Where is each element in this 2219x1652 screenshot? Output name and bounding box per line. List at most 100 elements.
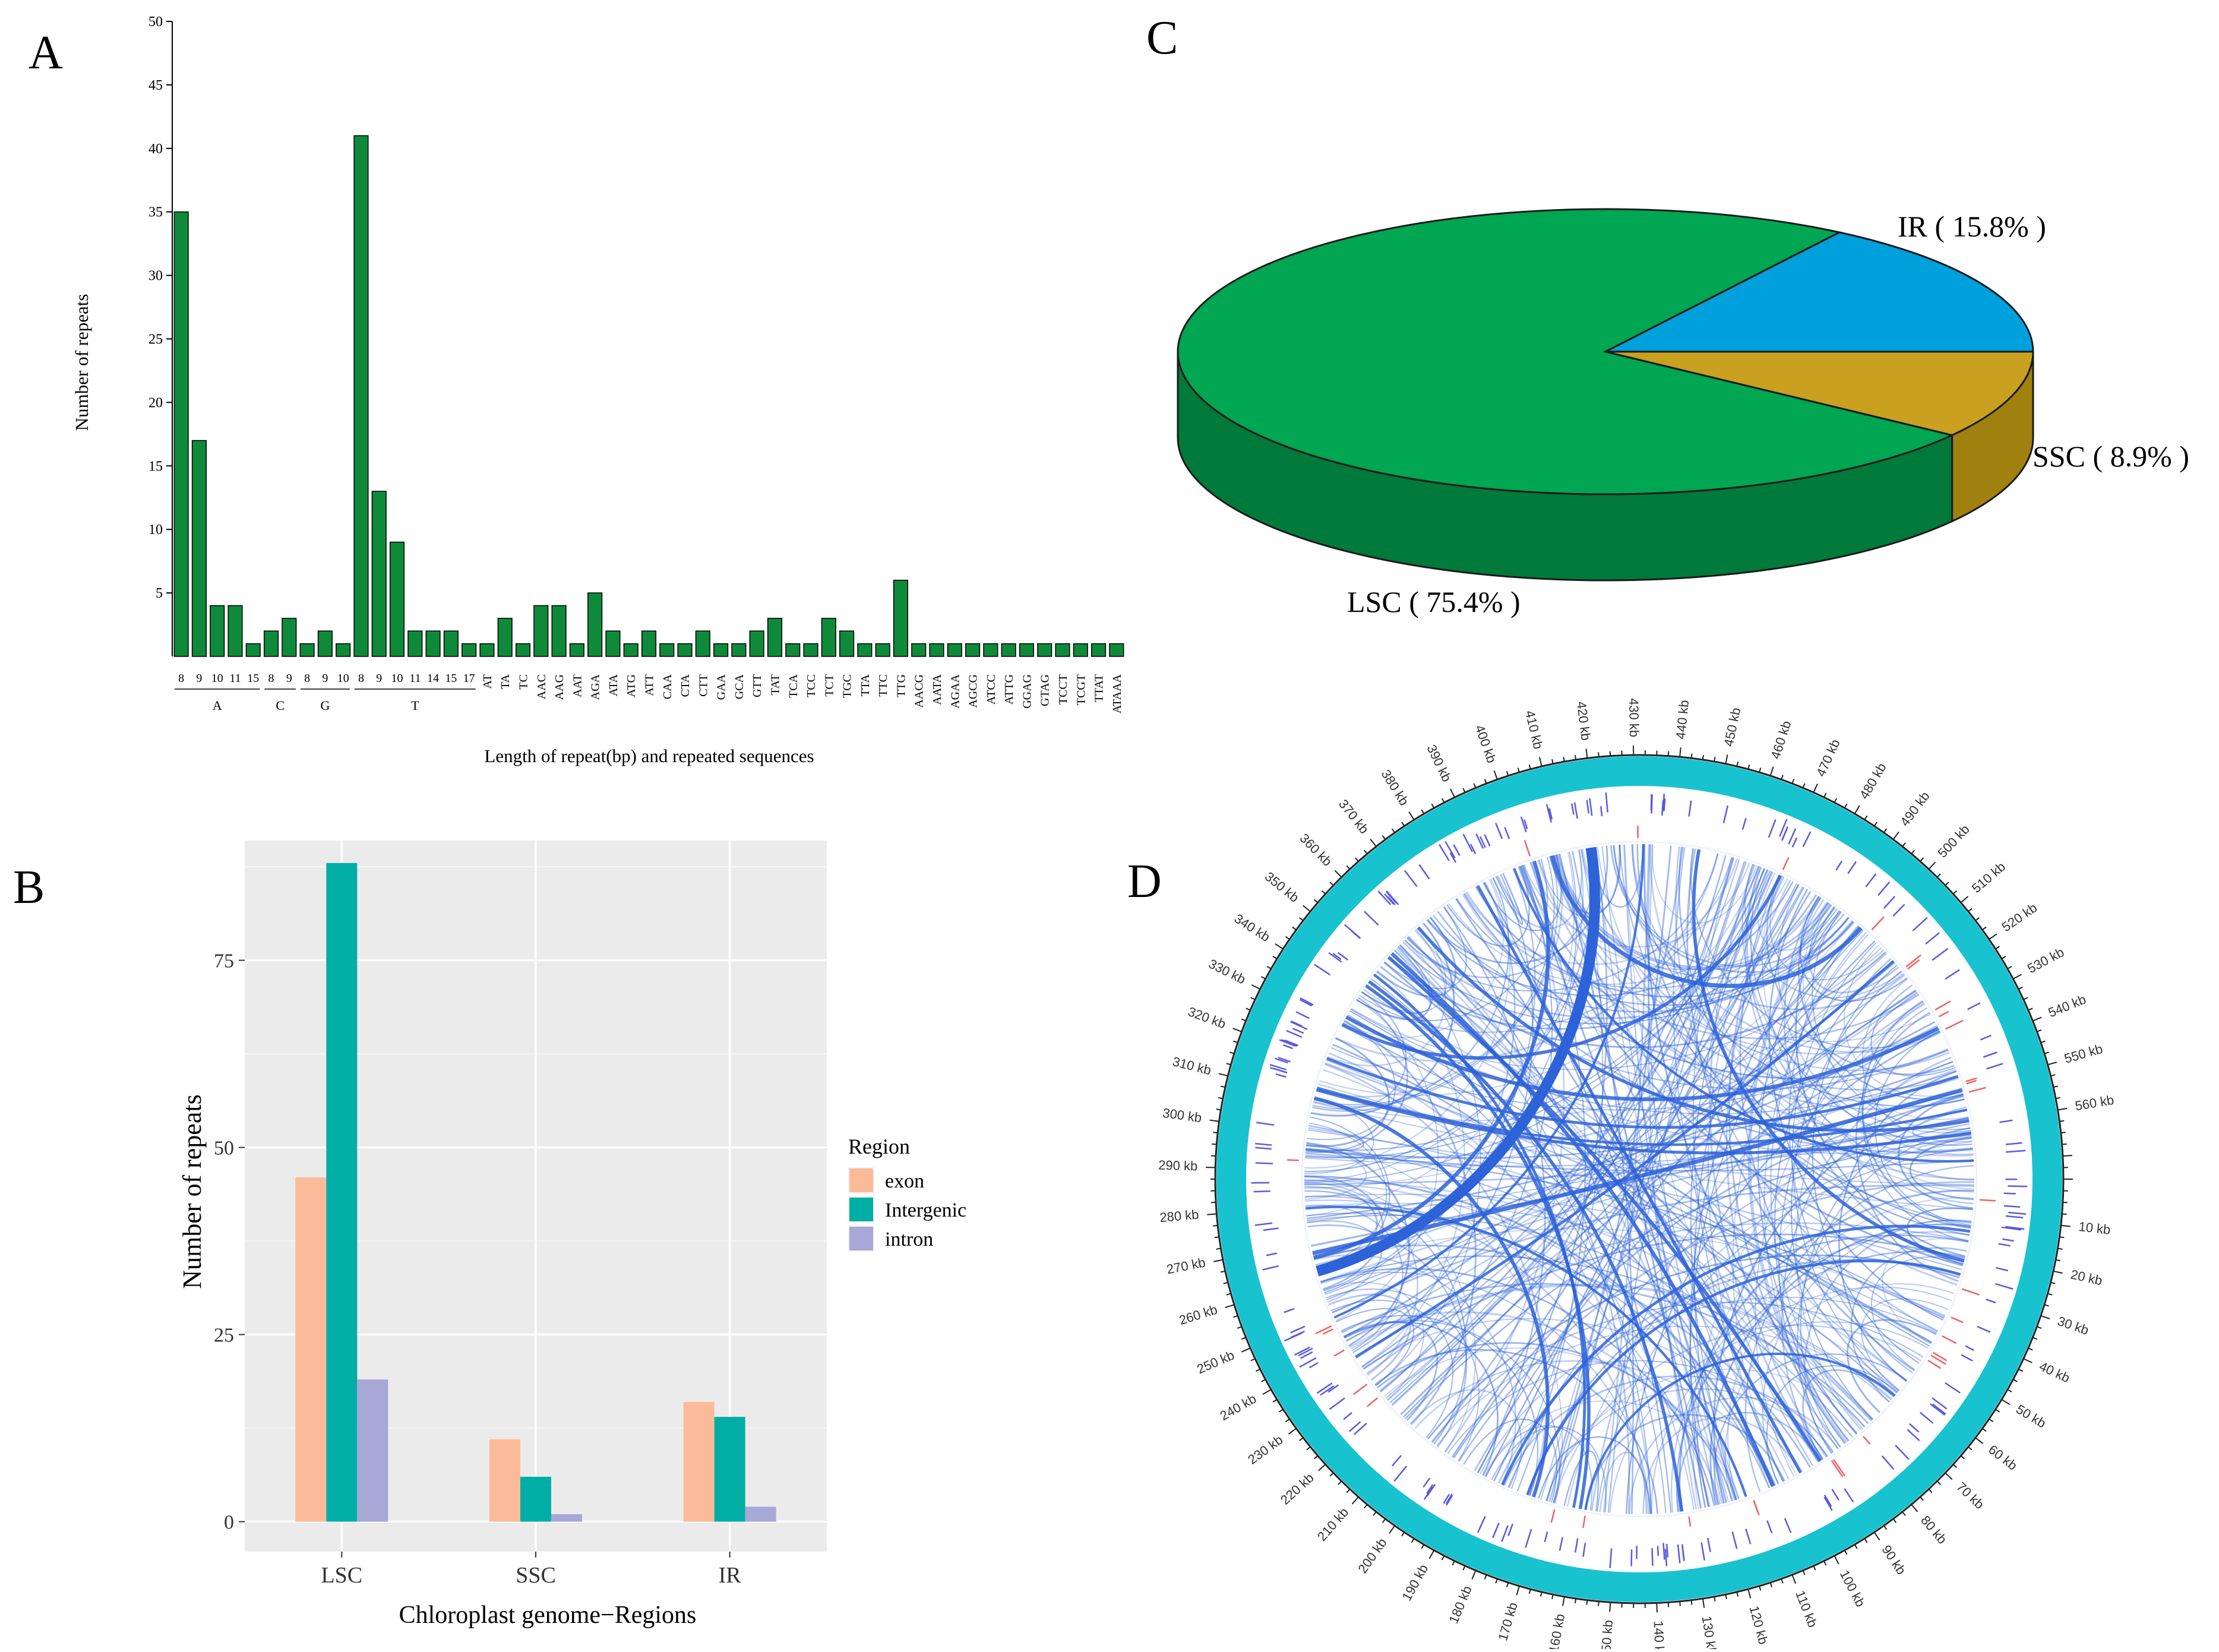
- circos-feature-mark: [1606, 792, 1608, 812]
- chart-a-ytick-label: 20: [148, 395, 163, 410]
- circos-tick: [1945, 882, 1949, 886]
- circos-tick: [1485, 779, 1487, 784]
- chart-a-bar: [786, 644, 800, 656]
- circos-tick: [1975, 1438, 1983, 1443]
- circos-tick: [1813, 784, 1817, 792]
- circos-ring-label: 30 kb: [2056, 1313, 2091, 1338]
- chart-b-bar-intron: [745, 1506, 776, 1521]
- chart-a-bar: [768, 618, 782, 656]
- circos-tick: [1668, 1602, 1669, 1607]
- chart-a-category-label: ATA: [607, 674, 620, 696]
- chart-a-length-label: 17: [463, 672, 475, 685]
- chart-b-legend-swatch: [849, 1168, 873, 1192]
- circos-feature-mark: [1405, 870, 1417, 886]
- circos-feature-mark: [1987, 1063, 2003, 1069]
- chart-a-category-label: TCC: [805, 674, 818, 697]
- circos-ring-label: 520 kb: [1999, 900, 2040, 934]
- circos-feature-mark: [1935, 1001, 1951, 1010]
- circos-feature-mark: [1256, 1163, 1273, 1164]
- chart-a-category-label: TCCT: [1057, 674, 1070, 705]
- chart-a-bar: [354, 135, 368, 656]
- circos-tick: [1725, 754, 1727, 764]
- chart-b-legend-title: Region: [848, 1135, 910, 1158]
- chart-a-ytick-label: 25: [148, 332, 163, 348]
- circos-feature-mark: [1291, 1021, 1302, 1026]
- chart-a-category-label: TCA: [787, 674, 800, 698]
- chart-a-category-label: GTT: [751, 674, 764, 697]
- circos-tick: [1402, 1532, 1404, 1536]
- circos-tick: [1894, 1519, 1896, 1523]
- circos-tick: [1227, 1294, 1231, 1295]
- circos-feature-mark: [1767, 1521, 1772, 1533]
- circos-tick: [2013, 974, 2021, 979]
- chart-a-bar: [210, 605, 225, 656]
- circos-tick: [1216, 1109, 1221, 1110]
- circos-tick: [1485, 1575, 1487, 1579]
- circos-tick: [1864, 1539, 1867, 1543]
- circos-feature-mark: [1895, 1445, 1909, 1460]
- chart-a-length-label: 11: [409, 672, 421, 685]
- circos-feature-mark: [1933, 1353, 1946, 1361]
- chart-a-category-label: AGAA: [949, 674, 962, 708]
- pie-label-ir: IR ( 15.8% ): [1898, 210, 2046, 243]
- circos-tick: [1335, 870, 1341, 877]
- circos-tick: [1902, 1512, 1905, 1515]
- circos-ring-label: 550 kb: [2063, 1041, 2104, 1066]
- chart-a-bar: [606, 631, 620, 656]
- chart-a-bar: [408, 631, 422, 656]
- circos-feature-mark: [1394, 1466, 1406, 1482]
- circos-ring-label: 450 kb: [1721, 706, 1743, 748]
- chart-b-xtick-label: LSC: [321, 1563, 362, 1588]
- chart-a-bar: [714, 644, 728, 656]
- circos-tick: [1373, 1512, 1376, 1515]
- circos-tick: [2013, 1379, 2017, 1382]
- circos-tick: [1996, 946, 2000, 949]
- chart-a-length-label: 10: [211, 672, 223, 685]
- circos-feature-mark: [1785, 1518, 1791, 1533]
- circos-ring-label: 480 kb: [1857, 760, 1889, 802]
- circos-tick: [1824, 1561, 1826, 1565]
- circos-feature-mark: [1733, 1531, 1737, 1549]
- circos-tick: [1319, 1464, 1326, 1471]
- chart-a-bar: [318, 631, 333, 656]
- chart-b-legend-label: intron: [885, 1228, 933, 1250]
- circos-tick: [1314, 1456, 1318, 1459]
- chart-a-length-label: 15: [445, 672, 457, 685]
- circos-tick: [1529, 1589, 1531, 1594]
- circos-tick: [1370, 839, 1376, 846]
- circos-feature-mark: [1942, 1336, 1956, 1343]
- chart-a-category-label: GGAG: [1020, 674, 1033, 709]
- circos-feature-mark: [1980, 1035, 1991, 1040]
- chart-a-category-label: GTAG: [1039, 674, 1052, 706]
- circos-feature-mark: [1965, 1346, 1974, 1350]
- circos-tick: [1402, 822, 1404, 826]
- chart-a-category-label: TCGT: [1074, 674, 1088, 705]
- circos-tick: [1263, 1389, 1271, 1394]
- circos-tick: [2041, 1316, 2050, 1319]
- circos-ring-label: 70 kb: [1954, 1479, 1987, 1512]
- chart-a-bar: [732, 644, 746, 656]
- chart-a-ytick-label: 35: [148, 205, 163, 220]
- circos-tick: [1233, 1028, 1242, 1032]
- circos-tick: [1251, 997, 1255, 999]
- circos-ring-label: 230 kb: [1245, 1432, 1285, 1467]
- circos-tick: [1563, 757, 1564, 762]
- chart-a-ylabel: Number of repeats: [71, 294, 92, 431]
- circos-ring-label: 460 kb: [1768, 719, 1794, 761]
- circos-feature-mark: [1678, 1544, 1680, 1563]
- circos-feature-mark: [1334, 1350, 1344, 1356]
- chart-a-category-label: TTC: [877, 674, 890, 697]
- circos-tick: [1303, 905, 1310, 911]
- circos-tick: [1213, 1132, 1218, 1133]
- chart-a-ytick-label: 10: [148, 522, 163, 538]
- circos-feature-mark: [1848, 861, 1856, 873]
- circos-ring-label: 40 kb: [2037, 1359, 2072, 1385]
- circos-ring-label: 390 kb: [1424, 743, 1454, 784]
- circos-tick: [1953, 1464, 1956, 1467]
- circos-tick: [1279, 1410, 1284, 1412]
- circos-tick: [1355, 858, 1358, 861]
- chart-a-category-label: TGC: [841, 674, 854, 698]
- chart-a-group-label: G: [320, 698, 330, 713]
- circos-ring-label: 150 kb: [1598, 1619, 1616, 1649]
- circos-tick: [1330, 882, 1333, 886]
